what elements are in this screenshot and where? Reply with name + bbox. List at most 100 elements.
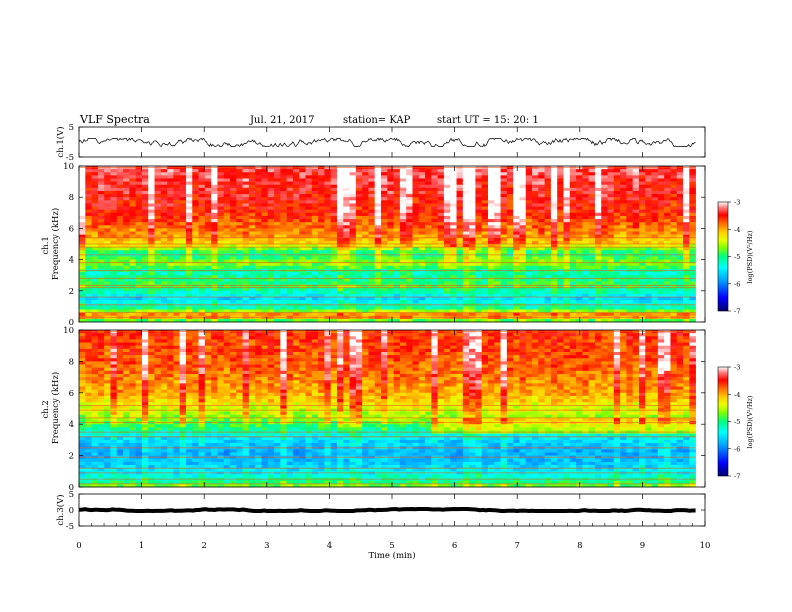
spectrogram-cell bbox=[519, 247, 527, 251]
spectrogram-cell bbox=[236, 228, 243, 232]
spectrogram-cell bbox=[299, 262, 306, 267]
spectrogram-cell bbox=[456, 231, 464, 235]
spectrogram-cell bbox=[588, 169, 596, 173]
spectrogram-cell bbox=[683, 287, 690, 292]
spectrogram-cell bbox=[343, 184, 350, 189]
spectrogram-cell bbox=[645, 206, 652, 210]
spectrogram-cell bbox=[544, 309, 552, 313]
spectrogram-cell bbox=[475, 200, 482, 204]
spectrogram-cell bbox=[481, 275, 489, 279]
spectrogram-cell bbox=[267, 247, 275, 251]
spectrogram-cell bbox=[582, 318, 589, 323]
spectrogram-cell bbox=[318, 181, 325, 186]
spectrogram-cell bbox=[500, 259, 508, 264]
spectrogram-cell bbox=[443, 219, 451, 223]
spectrogram-cell bbox=[349, 250, 357, 254]
spectrogram-cell bbox=[230, 278, 237, 282]
spectrogram-cell bbox=[299, 206, 306, 210]
spectrogram-cell bbox=[387, 178, 394, 182]
spectrogram-cell bbox=[550, 212, 558, 217]
spectrogram-cell bbox=[519, 194, 527, 198]
spectrogram-cell bbox=[544, 284, 552, 288]
spectrogram-cell bbox=[362, 290, 369, 295]
spectrogram-cell bbox=[683, 169, 690, 173]
spectrogram-cell bbox=[481, 250, 489, 254]
spectrogram-cell bbox=[638, 234, 646, 239]
spectrogram-cell bbox=[431, 178, 438, 182]
spectrogram-cell bbox=[299, 247, 306, 251]
spectrogram-cell bbox=[399, 247, 407, 251]
spectrogram-cell bbox=[651, 209, 659, 214]
spectrogram-cell bbox=[261, 306, 269, 310]
spectrogram-cell bbox=[626, 181, 633, 186]
spectrogram-cell bbox=[274, 181, 281, 186]
spectrogram-cell bbox=[425, 197, 432, 201]
spectrogram-cell bbox=[330, 184, 338, 189]
spectrogram-cell bbox=[148, 172, 155, 176]
spectrogram-cell bbox=[620, 215, 627, 220]
spectrogram-cell bbox=[129, 206, 136, 210]
spectrogram-cell bbox=[211, 287, 218, 292]
spectrogram-cell bbox=[651, 284, 659, 288]
spectrogram-cell bbox=[393, 293, 401, 298]
spectrogram-cell bbox=[399, 293, 407, 298]
spectrogram-cell bbox=[381, 181, 388, 186]
spectrogram-cell bbox=[211, 247, 218, 251]
spectrogram-cell bbox=[557, 278, 564, 282]
spectrogram-cell bbox=[557, 318, 564, 323]
spectrogram-cell bbox=[425, 297, 432, 301]
spectrogram-cell bbox=[569, 297, 577, 301]
spectrogram-cell bbox=[167, 244, 174, 248]
spectrogram-cell bbox=[683, 181, 690, 186]
spectrogram-cell bbox=[393, 219, 401, 223]
spectrogram-cell bbox=[406, 169, 413, 173]
spectrogram-cell bbox=[588, 228, 596, 232]
spectrogram-cell bbox=[563, 225, 571, 229]
spectrogram-cell bbox=[85, 309, 92, 313]
spectrogram-cell bbox=[601, 237, 608, 242]
spectrogram-cell bbox=[154, 219, 162, 223]
spectrogram-cell bbox=[550, 281, 558, 285]
spectrogram-cell bbox=[437, 169, 445, 173]
spectrogram-cell bbox=[645, 184, 652, 189]
spectrogram-cell bbox=[85, 215, 92, 220]
spectrogram-cell bbox=[494, 262, 501, 267]
spectrogram-cell bbox=[431, 281, 438, 285]
spectrogram-cell bbox=[576, 219, 583, 223]
spectrogram-cell bbox=[368, 275, 376, 279]
spectrogram-cell bbox=[513, 194, 520, 198]
spectrogram-cell bbox=[204, 187, 212, 192]
spectrogram-cell bbox=[582, 297, 589, 301]
spectrogram-cell bbox=[462, 281, 470, 285]
spectrogram-cell bbox=[198, 247, 206, 251]
spectrogram-cell bbox=[412, 187, 420, 192]
spectrogram-cell bbox=[406, 172, 413, 176]
spectrogram-cell bbox=[292, 312, 300, 317]
spectrogram-cell bbox=[538, 222, 545, 226]
spectrogram-cell bbox=[494, 219, 501, 223]
spectrogram-cell bbox=[469, 228, 476, 232]
spectrogram-cell bbox=[173, 309, 180, 313]
spectrogram-cell bbox=[173, 297, 180, 301]
spectrogram-cell bbox=[79, 172, 86, 176]
spectrogram-cell bbox=[362, 203, 369, 207]
spectrogram-cell bbox=[330, 272, 338, 276]
spectrogram-cell bbox=[286, 281, 294, 285]
spectrogram-cell bbox=[519, 265, 527, 270]
spectrogram-cell bbox=[519, 200, 527, 204]
spectrogram-cell bbox=[607, 250, 615, 254]
spectrogram-cell bbox=[292, 178, 300, 182]
spectrogram-cell bbox=[160, 197, 168, 201]
spectrogram-cell bbox=[563, 287, 571, 292]
spectrogram-cell bbox=[563, 194, 571, 198]
spectrogram-cell bbox=[506, 287, 514, 292]
spectrogram-cell bbox=[676, 200, 684, 204]
spectrogram-cell bbox=[651, 318, 659, 323]
spectrogram-cell bbox=[362, 231, 369, 235]
spectrogram-cell bbox=[135, 178, 143, 182]
spectrogram-cell bbox=[211, 256, 218, 260]
spectrogram-cell bbox=[185, 222, 193, 226]
spectrogram-cell bbox=[311, 184, 319, 189]
spectrogram-cell bbox=[336, 197, 344, 201]
spectrogram-cell bbox=[217, 231, 225, 235]
